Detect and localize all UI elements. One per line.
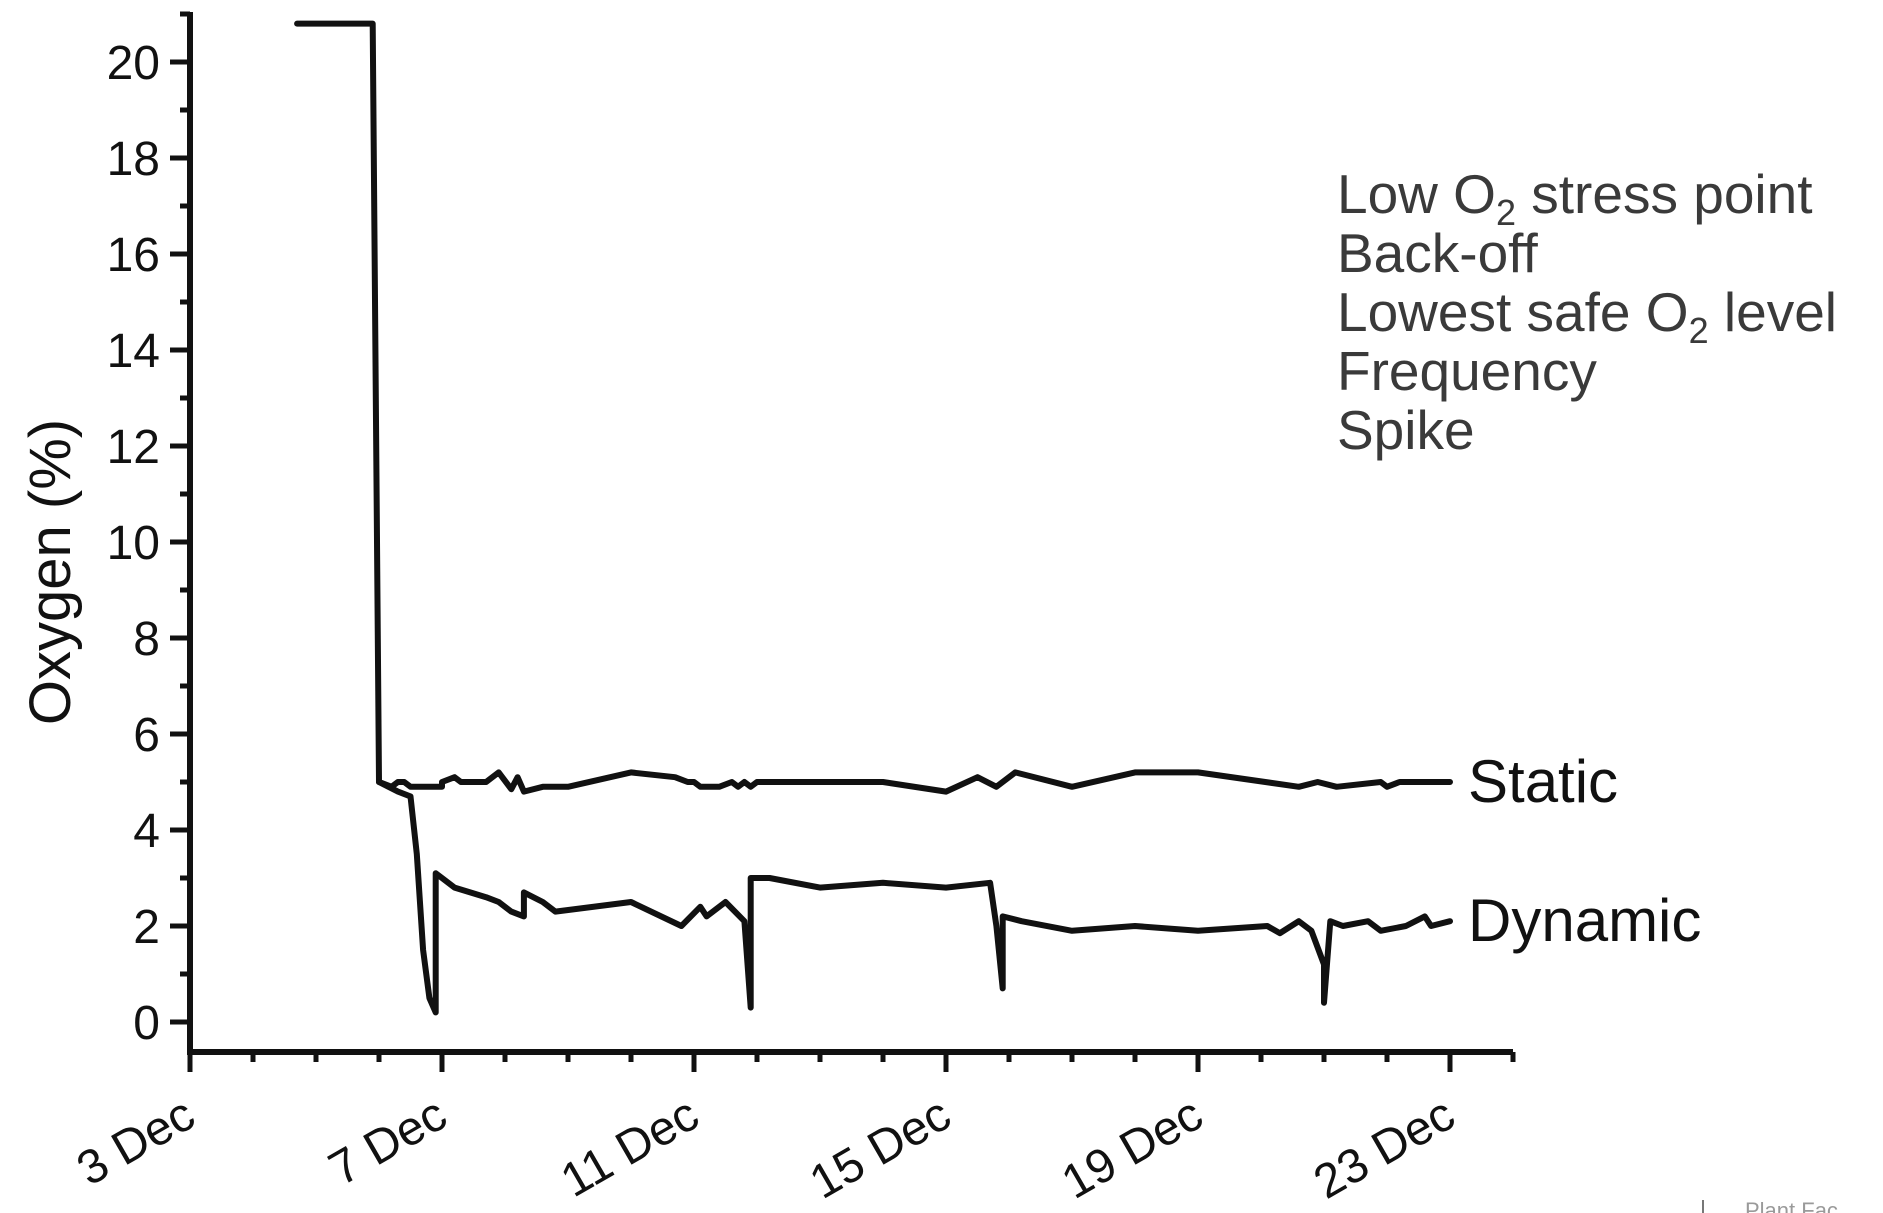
annotation-line: Spike xyxy=(1337,399,1475,461)
annotation-line: Lowest safe O2 level xyxy=(1337,281,1837,351)
y-tick-label: 12 xyxy=(107,421,160,474)
annotation-text: level xyxy=(1709,281,1837,343)
y-axis-title: Oxygen (%) xyxy=(18,419,83,725)
x-tick-label: 23 Dec xyxy=(1305,1088,1463,1210)
y-tick-label: 4 xyxy=(133,805,160,858)
x-tick-label: 15 Dec xyxy=(801,1088,959,1210)
y-tick-label: 6 xyxy=(133,709,160,762)
y-axis-ticks: 0 2 4 6 8 10 12 14 16 18 20 xyxy=(107,11,190,1050)
y-tick-label: 8 xyxy=(133,613,160,666)
footer-fragment: Plant Fac xyxy=(1702,1198,1838,1213)
annotation-text: Frequency xyxy=(1337,340,1597,402)
annotation-subscript: 2 xyxy=(1689,310,1709,351)
x-tick-label: 11 Dec xyxy=(552,1088,707,1208)
series-layer xyxy=(294,20,1453,1016)
x-tick-label: 3 Dec xyxy=(68,1088,203,1197)
annotation-subscript: 2 xyxy=(1496,192,1516,233)
annotation-text: Lowest safe O xyxy=(1337,281,1689,343)
series-labels: Static Dynamic xyxy=(1468,748,1701,954)
y-tick-label: 14 xyxy=(107,325,160,378)
y-tick-label: 18 xyxy=(107,133,160,186)
annotation-text: Back-off xyxy=(1337,222,1538,284)
y-tick-label: 16 xyxy=(107,229,160,282)
x-axis-ticks: 3 Dec 7 Dec 11 Dec 15 Dec 19 Dec 23 Dec xyxy=(68,1052,1516,1210)
series-label-static: Static xyxy=(1468,748,1618,815)
y-tick-label: 2 xyxy=(133,901,160,954)
series-line-static xyxy=(294,20,1453,795)
footer-text: Plant Fac xyxy=(1745,1198,1838,1213)
y-tick-label: 0 xyxy=(133,997,160,1050)
series-label-dynamic: Dynamic xyxy=(1468,887,1701,954)
x-tick-label: 19 Dec xyxy=(1053,1088,1211,1210)
y-tick-label: 20 xyxy=(107,37,160,90)
annotation-line: Back-off xyxy=(1337,222,1538,284)
annotation-text: Low O xyxy=(1337,163,1496,225)
series-line-dynamic xyxy=(376,779,1453,1016)
annotation-line: Low O2 stress point xyxy=(1337,163,1813,233)
annotation-text: Spike xyxy=(1337,399,1475,461)
y-tick-label: 10 xyxy=(107,517,160,570)
annotation-line: Frequency xyxy=(1337,340,1597,402)
annotation-text: stress point xyxy=(1516,163,1813,225)
x-tick-label: 7 Dec xyxy=(320,1088,455,1197)
